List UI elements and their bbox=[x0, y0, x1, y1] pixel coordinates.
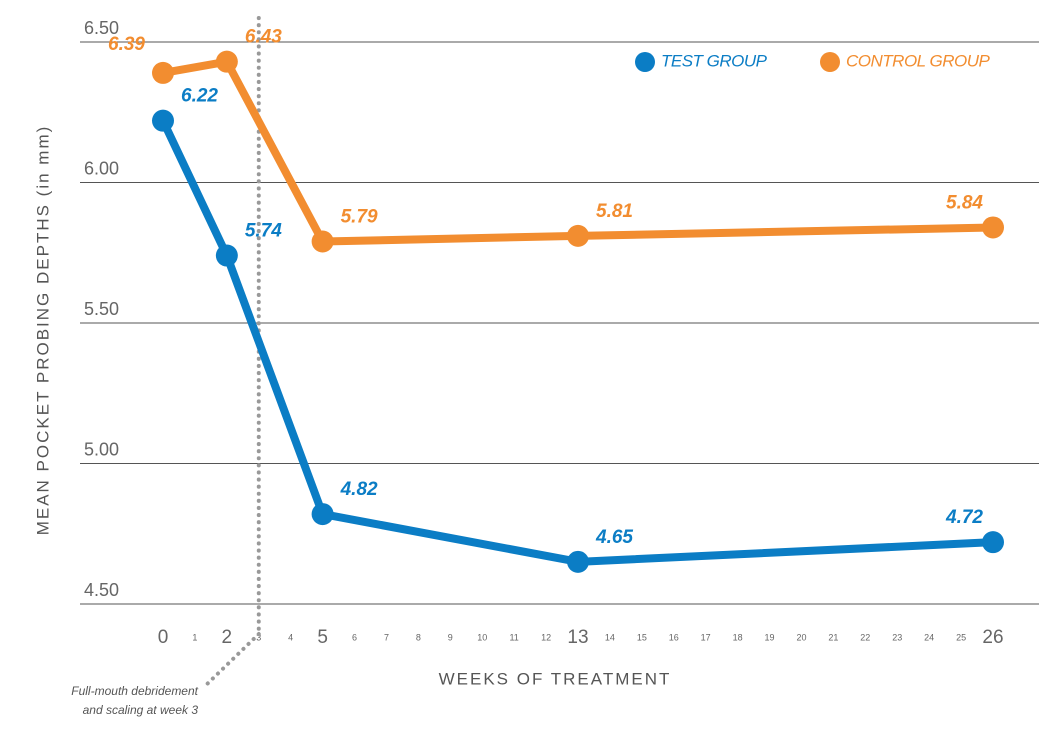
y-tick-label: 6.00 bbox=[84, 158, 119, 178]
point bbox=[567, 224, 589, 247]
y-tick-label: 6.50 bbox=[84, 18, 119, 38]
x-tick-label: 17 bbox=[701, 632, 711, 642]
data-label: 6.43 bbox=[245, 27, 282, 48]
x-tick-label: 21 bbox=[828, 632, 838, 642]
x-axis-label: WEEKS OF TREATMENT bbox=[439, 669, 672, 688]
x-tick-label: 22 bbox=[860, 632, 870, 642]
data-label: 5.84 bbox=[946, 192, 983, 213]
x-tick-label: 1 bbox=[192, 632, 197, 642]
x-tick-label: 19 bbox=[765, 632, 775, 642]
point bbox=[215, 244, 238, 267]
x-tick-label: 6 bbox=[352, 632, 357, 642]
x-tick-label: 7 bbox=[384, 632, 389, 642]
point bbox=[982, 531, 1004, 554]
x-tick-label: 10 bbox=[477, 632, 487, 642]
legend-label: TEST GROUP bbox=[661, 51, 768, 70]
annotation: Full-mouth debridement bbox=[71, 684, 198, 698]
x-tick-label: 15 bbox=[637, 632, 647, 642]
x-tick-label: 18 bbox=[733, 632, 743, 642]
x-tick-label: 20 bbox=[796, 632, 806, 642]
x-tick-label: 8 bbox=[416, 632, 421, 642]
x-tick-label: 12 bbox=[541, 632, 551, 642]
x-tick-label: 24 bbox=[924, 632, 934, 642]
y-tick-label: 5.00 bbox=[84, 439, 119, 459]
legend-label: CONTROL GROUP bbox=[846, 51, 991, 70]
line bbox=[159, 118, 994, 566]
point bbox=[311, 503, 334, 526]
x-tick-label: 9 bbox=[448, 632, 453, 642]
data-label: 6.22 bbox=[181, 86, 218, 107]
x-tick-label: 0 bbox=[158, 627, 169, 648]
x-tick-label: 13 bbox=[567, 627, 588, 648]
data-label: 6.39 bbox=[108, 34, 145, 55]
data-label: 5.81 bbox=[596, 201, 633, 222]
point bbox=[982, 216, 1004, 239]
x-tick-label: 5 bbox=[317, 627, 328, 648]
x-tick-label: 2 bbox=[222, 627, 233, 648]
annotation: and scaling at week 3 bbox=[83, 703, 199, 717]
data-label: 4.65 bbox=[595, 527, 633, 548]
x-tick-label: 3 bbox=[256, 632, 261, 642]
data-label: 4.82 bbox=[340, 479, 378, 500]
x-tick-label: 14 bbox=[605, 632, 615, 642]
point bbox=[311, 230, 334, 253]
data-label: 5.74 bbox=[245, 221, 282, 242]
x-tick-label: 11 bbox=[509, 632, 518, 642]
y-tick-label: 5.50 bbox=[84, 299, 119, 319]
point bbox=[152, 61, 174, 84]
y-axis-label: MEAN POCKET PROBING DEPTHS (in mm) bbox=[33, 125, 52, 536]
data-label: 4.72 bbox=[945, 507, 983, 528]
point bbox=[152, 109, 174, 132]
x-tick-label: 25 bbox=[956, 632, 966, 642]
x-tick-label: 4 bbox=[288, 632, 293, 642]
line bbox=[162, 57, 994, 246]
point bbox=[567, 550, 589, 573]
y-tick-label: 4.50 bbox=[84, 580, 119, 600]
x-tick-label: 23 bbox=[892, 632, 902, 642]
x-tick-label: 26 bbox=[982, 627, 1003, 648]
x-tick-label: 16 bbox=[669, 632, 679, 642]
point bbox=[215, 50, 238, 73]
annotation-leader bbox=[201, 632, 261, 690]
data-label: 5.79 bbox=[341, 207, 378, 228]
legend-swatch bbox=[635, 52, 655, 72]
legend-swatch bbox=[820, 52, 840, 72]
